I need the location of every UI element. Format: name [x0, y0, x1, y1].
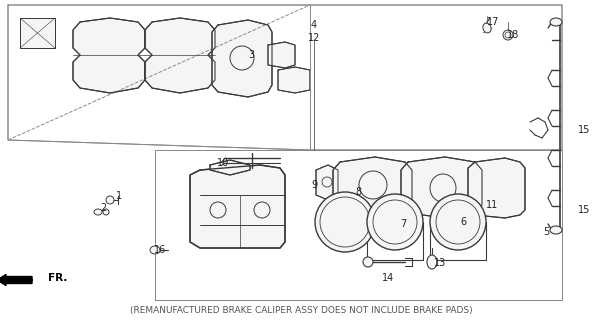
Ellipse shape	[373, 200, 417, 244]
Ellipse shape	[483, 23, 491, 33]
Ellipse shape	[430, 174, 456, 202]
Polygon shape	[20, 18, 55, 48]
Ellipse shape	[150, 246, 160, 254]
Ellipse shape	[550, 18, 562, 26]
Ellipse shape	[315, 192, 375, 252]
Text: 2: 2	[100, 203, 106, 213]
Text: 10: 10	[217, 158, 229, 168]
Polygon shape	[333, 157, 412, 213]
Polygon shape	[316, 165, 338, 200]
Text: 6: 6	[460, 217, 466, 227]
Ellipse shape	[210, 202, 226, 218]
Text: 1: 1	[116, 191, 122, 201]
Polygon shape	[278, 67, 310, 93]
Ellipse shape	[436, 200, 480, 244]
Text: 15: 15	[578, 205, 591, 215]
FancyArrow shape	[0, 275, 32, 285]
Ellipse shape	[363, 257, 373, 267]
Ellipse shape	[230, 46, 254, 70]
Polygon shape	[268, 42, 295, 68]
Ellipse shape	[550, 226, 562, 234]
Ellipse shape	[430, 194, 486, 250]
Polygon shape	[401, 157, 482, 218]
Ellipse shape	[320, 197, 370, 247]
Polygon shape	[468, 158, 525, 218]
Text: FR.: FR.	[48, 273, 67, 283]
Text: 18: 18	[507, 30, 520, 40]
Text: 7: 7	[400, 219, 406, 229]
Ellipse shape	[103, 209, 109, 215]
Text: 14: 14	[382, 273, 394, 283]
Ellipse shape	[94, 209, 102, 215]
Text: 8: 8	[355, 187, 361, 197]
Text: 15: 15	[578, 125, 591, 135]
Text: (REMANUFACTURED BRAKE CALIPER ASSY DOES NOT INCLUDE BRAKE PADS): (REMANUFACTURED BRAKE CALIPER ASSY DOES …	[129, 306, 473, 315]
Text: 13: 13	[434, 258, 446, 268]
Text: 11: 11	[486, 200, 498, 210]
Polygon shape	[210, 160, 250, 175]
Ellipse shape	[254, 202, 270, 218]
Polygon shape	[155, 150, 562, 300]
Ellipse shape	[503, 30, 513, 40]
Polygon shape	[145, 18, 215, 93]
Polygon shape	[73, 18, 145, 93]
Ellipse shape	[367, 194, 423, 250]
Text: 5: 5	[543, 227, 549, 237]
Text: 16: 16	[154, 245, 166, 255]
Polygon shape	[8, 5, 562, 150]
Ellipse shape	[505, 32, 511, 38]
Text: 17: 17	[487, 17, 500, 27]
Ellipse shape	[106, 196, 114, 204]
Ellipse shape	[427, 255, 437, 269]
Text: 9: 9	[311, 180, 317, 190]
Text: 12: 12	[308, 33, 320, 43]
Polygon shape	[212, 20, 272, 97]
Text: 3: 3	[248, 50, 254, 60]
Ellipse shape	[359, 171, 387, 199]
Ellipse shape	[322, 177, 332, 187]
Polygon shape	[190, 165, 285, 248]
Text: 4: 4	[311, 20, 317, 30]
